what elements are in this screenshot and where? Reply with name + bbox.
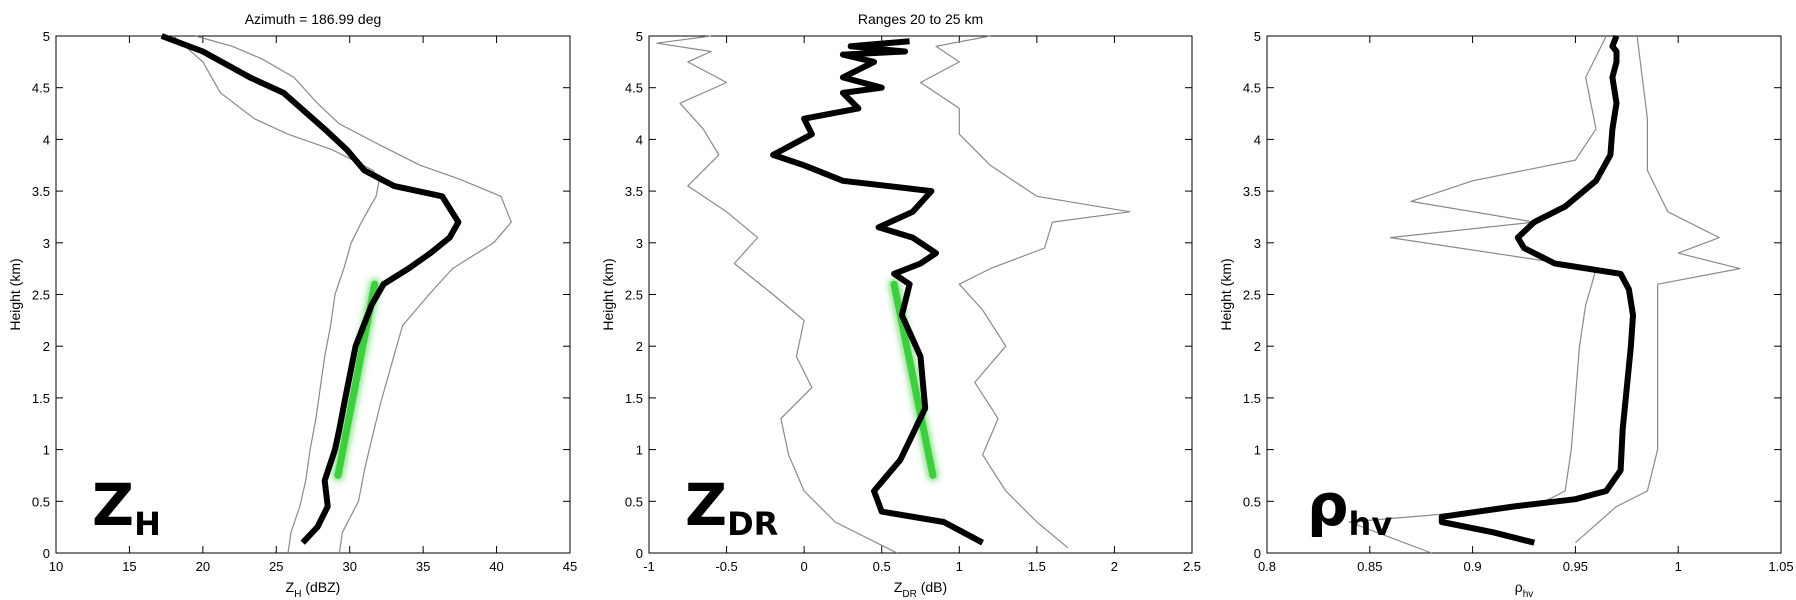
series-upper-line — [919, 35, 1131, 549]
y-tick-label: 2.5 — [32, 288, 50, 303]
x-tick-label: 45 — [563, 559, 577, 574]
y-tick-label: 2 — [43, 339, 50, 354]
y-tick-label: 3.5 — [1243, 184, 1261, 199]
y-tick-label: 0 — [43, 546, 50, 561]
x-axis-label-main: ρ — [1515, 579, 1523, 595]
y-tick-label: 5 — [1254, 29, 1261, 44]
variable-label: ZH — [92, 471, 161, 543]
y-tick-label: 5 — [636, 29, 643, 44]
series-upper-line — [195, 35, 512, 554]
y-tick-label: 0 — [636, 546, 643, 561]
x-axis-label-main: Z — [894, 579, 903, 595]
y-axis-label: Height (km) — [1218, 258, 1234, 330]
series-lower-line — [173, 35, 380, 554]
x-tick-label: 0.9 — [1464, 559, 1482, 574]
y-tick-label: 3 — [636, 236, 643, 251]
variable-label-main: Z — [92, 471, 134, 539]
x-tick-label: 0.95 — [1563, 559, 1588, 574]
variable-label-main: ρ — [1307, 471, 1349, 539]
x-axis-label: ZH (dBZ) — [286, 579, 341, 600]
x-axis-label: ρhv — [1515, 579, 1534, 600]
x-tick-label: 10 — [49, 559, 63, 574]
x-tick-label: 0.8 — [1258, 559, 1276, 574]
series-mean-line — [160, 33, 462, 545]
y-tick-label: 1.5 — [1243, 391, 1261, 406]
series-mean-line — [1438, 34, 1636, 546]
series-lower-line — [656, 35, 898, 554]
variable-label-main: Z — [685, 471, 727, 539]
x-axis-label-main: Z — [286, 579, 295, 595]
x-tick-label: -0.5 — [715, 559, 737, 574]
chart-panel-2: 0.8 0.85 0.9 0.95 1 1.05 0 0.5 1 1.5 2 2.5 3 3.5 4 4.5 5… — [1218, 29, 1794, 600]
y-tick-label: 4 — [43, 132, 50, 147]
x-tick-label: 35 — [416, 559, 430, 574]
x-axis-label-sub: H — [294, 589, 301, 600]
x-tick-label: 0.85 — [1357, 559, 1382, 574]
x-tick-label: -1 — [643, 559, 655, 574]
variable-label-sub: H — [134, 505, 161, 543]
series-upper-line — [1575, 35, 1741, 544]
y-tick-label: 2 — [636, 339, 643, 354]
x-tick-label: 1 — [956, 559, 963, 574]
chart-panel-1: -1 -0.5 0 0.5 1 1.5 2 2.5 0 0.5 1 1.5 2 2.5 3 3.5 4 4.5 5 R… — [600, 11, 1201, 600]
y-tick-label: 0.5 — [1243, 494, 1261, 509]
x-axis-label-unit: (dB) — [917, 579, 947, 595]
y-tick-label: 4.5 — [625, 81, 643, 96]
x-tick-label: 0 — [801, 559, 808, 574]
y-tick-label: 1 — [636, 443, 643, 458]
variable-label-sub: hv — [1349, 505, 1393, 543]
axes-frame — [648, 35, 1193, 554]
x-tick-label: 1.5 — [1028, 559, 1046, 574]
x-tick-label: 20 — [196, 559, 210, 574]
y-axis-label: Height (km) — [600, 258, 616, 330]
y-tick-label: 1 — [43, 443, 50, 458]
x-axis-label-unit: (dBZ) — [301, 579, 340, 595]
variable-label: ρhv — [1307, 471, 1392, 543]
x-tick-label: 30 — [342, 559, 356, 574]
x-tick-label: 1.05 — [1768, 559, 1793, 574]
x-tick-label: 2.5 — [1183, 559, 1201, 574]
y-tick-label: 3.5 — [625, 184, 643, 199]
y-tick-label: 1.5 — [625, 391, 643, 406]
y-tick-label: 4 — [1254, 132, 1261, 147]
x-axis-label-sub: hv — [1523, 589, 1534, 600]
y-tick-label: 1.5 — [32, 391, 50, 406]
y-tick-label: 0 — [1254, 546, 1261, 561]
axes-frame — [1266, 35, 1782, 554]
x-tick-label: 0.5 — [873, 559, 891, 574]
y-tick-label: 5 — [43, 29, 50, 44]
variable-label: ZDR — [685, 471, 778, 543]
chart-title: Azimuth = 186.99 deg — [245, 11, 382, 27]
x-tick-label: 25 — [269, 559, 283, 574]
y-tick-label: 4.5 — [32, 81, 50, 96]
x-axis-label: ZDR (dB) — [894, 579, 947, 600]
series-lower-line — [1348, 35, 1607, 554]
y-tick-label: 2 — [1254, 339, 1261, 354]
y-tick-label: 3 — [43, 236, 50, 251]
chart-title: Ranges 20 to 25 km — [858, 11, 983, 27]
y-tick-label: 2.5 — [625, 288, 643, 303]
y-tick-label: 4.5 — [1243, 81, 1261, 96]
y-tick-label: 3 — [1254, 236, 1261, 251]
x-axis-label-sub: DR — [902, 589, 916, 600]
y-tick-label: 0.5 — [32, 494, 50, 509]
x-tick-label: 15 — [122, 559, 136, 574]
x-tick-label: 40 — [489, 559, 503, 574]
y-tick-label: 3.5 — [32, 184, 50, 199]
y-tick-label: 4 — [636, 132, 643, 147]
y-tick-label: 0.5 — [625, 494, 643, 509]
y-axis-label: Height (km) — [7, 258, 23, 330]
variable-label-sub: DR — [727, 505, 778, 543]
chart-panel-0: 10 15 20 25 30 35 40 45 0 0.5 1 1.5 2 2.5 3 3.5 4 4.5 5 Azi… — [7, 11, 577, 600]
x-tick-label: 1 — [1675, 559, 1682, 574]
y-tick-label: 2.5 — [1243, 288, 1261, 303]
y-tick-label: 1 — [1254, 443, 1261, 458]
series-mean-line — [770, 38, 985, 546]
x-tick-label: 2 — [1111, 559, 1118, 574]
